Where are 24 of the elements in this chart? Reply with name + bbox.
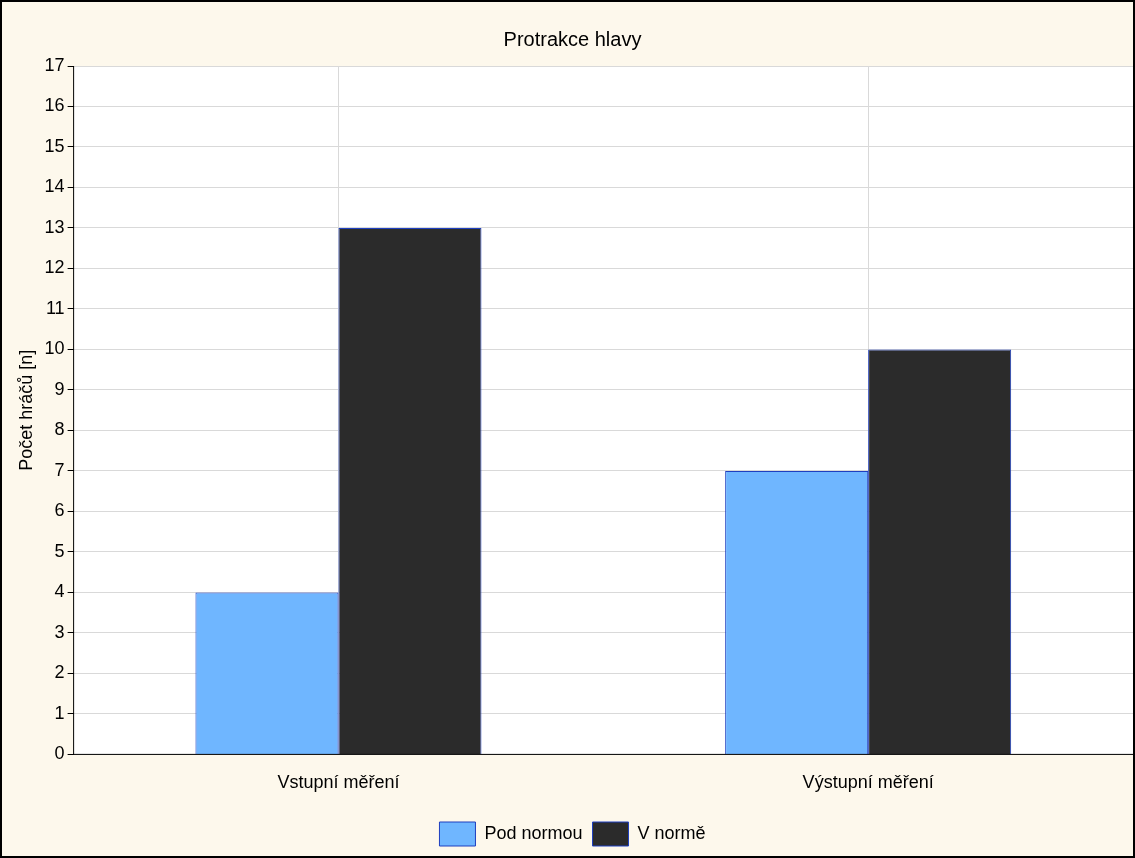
y-tick-label: 3 xyxy=(54,621,65,642)
y-tick-label: 14 xyxy=(44,176,65,197)
legend-label: Pod normou xyxy=(484,822,583,843)
chart-title: Protrakce hlavy xyxy=(503,27,642,50)
y-tick-label: 11 xyxy=(45,297,65,318)
legend-label: V normě xyxy=(637,822,706,843)
y-tick-label: 6 xyxy=(54,500,65,521)
y-tick-label: 1 xyxy=(54,702,65,723)
y-tick-label: 17 xyxy=(44,54,65,75)
y-tick-label: 10 xyxy=(44,338,65,359)
x-tick-label: Výstupní měření xyxy=(802,772,934,793)
y-tick-label: 0 xyxy=(54,743,65,764)
y-tick-label: 9 xyxy=(54,378,65,399)
y-tick-label: 13 xyxy=(44,216,65,237)
y-tick-label: 12 xyxy=(44,257,65,278)
y-tick-label: 15 xyxy=(44,135,65,156)
y-tick-label: 4 xyxy=(54,581,65,602)
y-axis-title: Počet hráčů [n] xyxy=(15,349,36,471)
y-tick-label: 16 xyxy=(44,95,65,116)
y-tick-label: 5 xyxy=(54,540,65,561)
y-tick-label: 7 xyxy=(54,459,65,480)
y-tick-label: 8 xyxy=(54,419,65,440)
y-tick-label: 2 xyxy=(54,662,65,683)
x-tick-label: Vstupní měření xyxy=(277,772,400,793)
